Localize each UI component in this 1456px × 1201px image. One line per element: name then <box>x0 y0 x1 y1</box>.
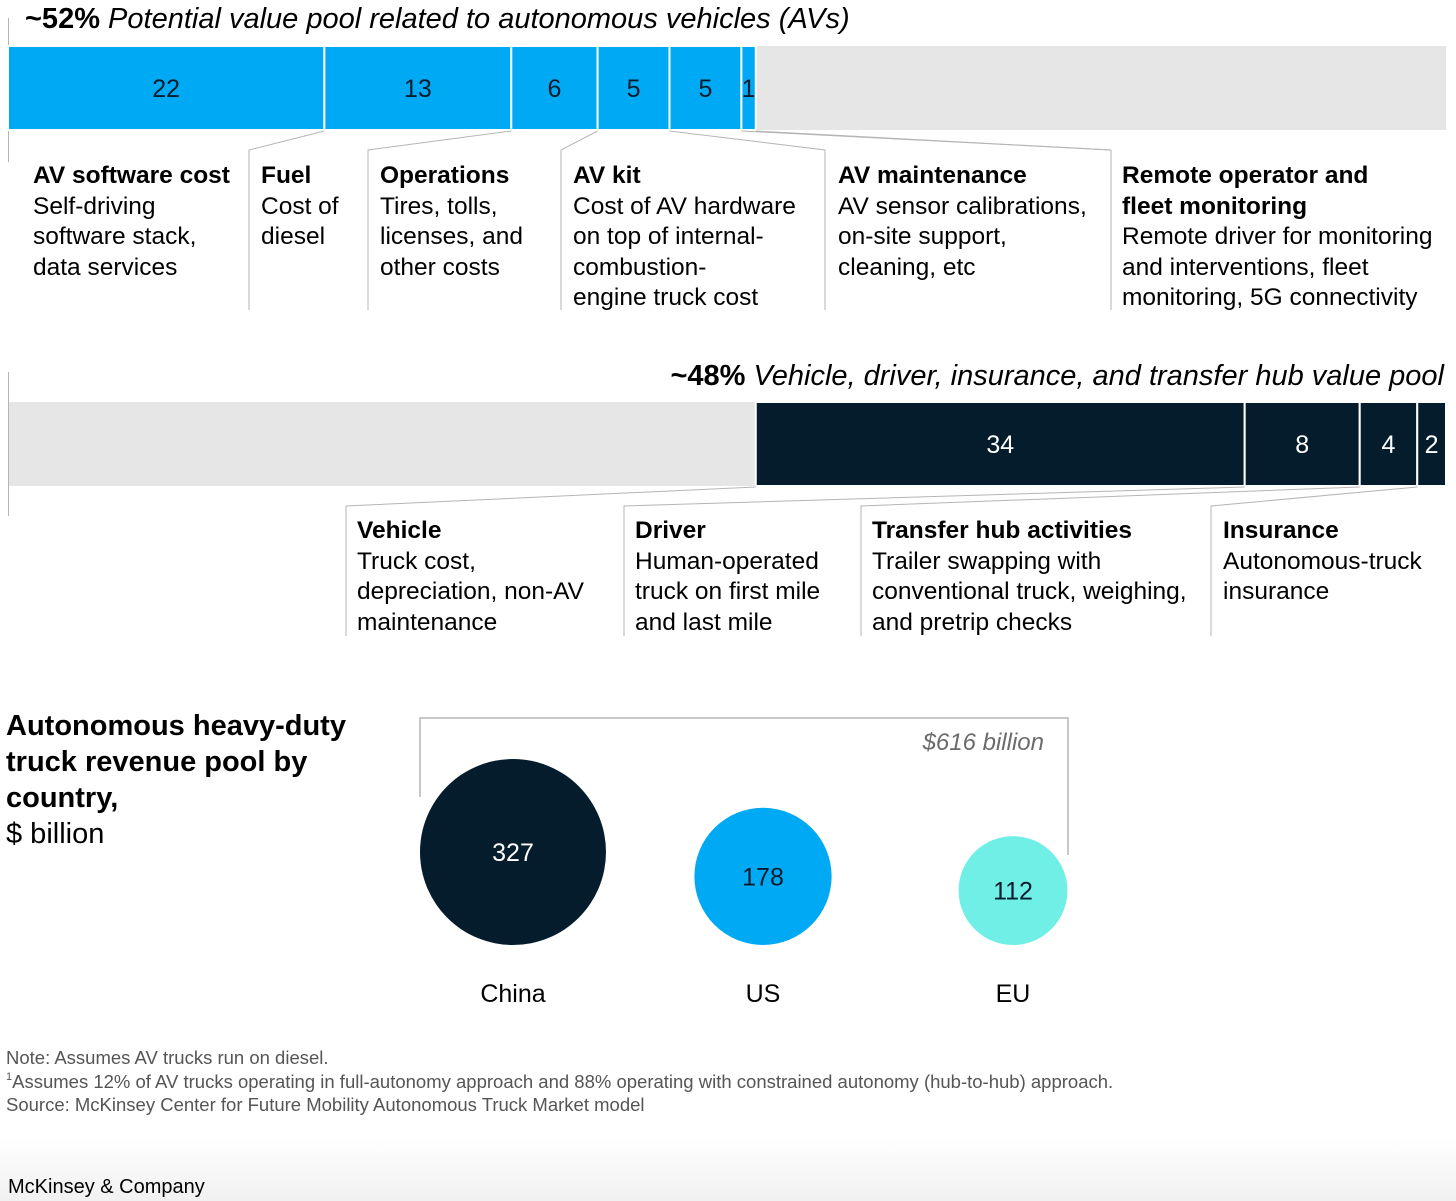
country-chart-title: Autonomous heavy-duty truck revenue pool… <box>6 708 346 852</box>
top-bar-data-label: 13 <box>404 75 432 103</box>
bubble-value-label: 327 <box>492 839 534 867</box>
category-heading: Vehicle <box>357 517 442 544</box>
bottom-bar-data-label: 2 <box>1425 431 1439 459</box>
top-bar-segment-av-maintenance <box>668 45 743 131</box>
top-bar-data-label: 22 <box>152 75 180 103</box>
connector-line <box>560 130 598 310</box>
category-description: Truck cost, depreciation, non-AV mainten… <box>357 547 584 636</box>
connector-line <box>248 130 325 310</box>
category-description: Autonomous-truck insurance <box>1223 547 1422 606</box>
bottom-bar-segment-vehicle <box>754 401 1246 487</box>
country-chart-title-text: Autonomous heavy-duty truck revenue pool… <box>6 710 346 814</box>
source-text: Source: McKinsey Center for Future Mobil… <box>6 1094 645 1115</box>
bubble-category-label: EU <box>996 980 1031 1008</box>
top-bar-segment-fuel <box>323 45 513 131</box>
total-label: $616 billion <box>922 729 1044 756</box>
bubble-value-label: 178 <box>742 863 784 891</box>
note-text: Note: Assumes AV trucks run on diesel. <box>6 1047 329 1068</box>
top-bar-title-text: Potential value pool related to autonomo… <box>108 3 850 35</box>
bubble-category-label: US <box>746 980 781 1008</box>
top-bar-segment-av-software-cost <box>7 45 326 131</box>
category-description: Self-driving software stack, data servic… <box>33 192 197 281</box>
connector-line <box>860 486 1360 636</box>
category-heading: AV kit <box>573 162 641 189</box>
category-heading: AV software cost <box>33 162 230 189</box>
top-bar-data-label: 5 <box>627 75 641 103</box>
top-bar-data-label: 1 <box>742 75 756 103</box>
category-vehicle: Vehicle Truck cost, depreciation, non-AV… <box>357 516 584 638</box>
category-insurance: Insurance Autonomous-truck insurance <box>1223 516 1422 608</box>
bottom-bar-data-label: 4 <box>1382 431 1396 459</box>
bubble-eu <box>958 836 1068 945</box>
category-heading: Transfer hub activities <box>872 517 1133 544</box>
category-av-maintenance: AV maintenance AV sensor calibrations, o… <box>838 161 1087 283</box>
brand-logo-text: McKinsey & Company <box>8 1176 205 1198</box>
bubble-value-label: 112 <box>993 878 1033 906</box>
bubble-us <box>694 807 832 945</box>
category-description: Human-operated truck on first mile and l… <box>635 547 821 636</box>
category-description: Cost of AV hardware on top of internal- … <box>573 192 796 312</box>
bottom-bar-segment-insurance <box>1416 401 1447 487</box>
footer-background <box>0 1135 1456 1201</box>
category-fuel: Fuel Cost of diesel <box>261 161 339 253</box>
category-av-kit: AV kit Cost of AV hardware on top of int… <box>573 161 796 314</box>
category-heading: Remote operator and fleet monitoring <box>1122 162 1369 220</box>
top-bar-segment-av-kit <box>596 45 671 131</box>
country-chart-unit: $ billion <box>6 818 105 850</box>
category-operations: Operations Tires, tolls, licenses, and o… <box>380 161 523 283</box>
category-description: Trailer swapping with conventional truck… <box>872 547 1187 636</box>
bottom-bar-segment-transfer-hub-activities <box>1358 401 1419 487</box>
category-heading: AV maintenance <box>838 162 1027 189</box>
top-bar-title-percent: ~52% <box>25 3 100 35</box>
bottom-bar-title: ~48% Vehicle, driver, insurance, and tra… <box>670 362 1444 391</box>
connector-line <box>755 130 1112 310</box>
category-remote-operator: Remote operator and fleet monitoring Rem… <box>1122 161 1432 314</box>
category-description: Tires, tolls, licenses, and other costs <box>380 192 524 281</box>
category-heading: Driver <box>635 517 706 544</box>
category-description: Remote driver for monitoring and interve… <box>1122 223 1433 312</box>
top-bar-data-label: 6 <box>547 75 561 103</box>
bottom-bar-data-label: 8 <box>1295 431 1309 459</box>
footnote-line: 1Assumes 12% of AV trucks operating in f… <box>6 1070 1113 1094</box>
connector-line <box>669 130 826 310</box>
bubble-category-label: China <box>480 980 545 1008</box>
category-description: AV sensor calibrations, on-site support,… <box>838 192 1087 281</box>
bottom-bar-title-text: Vehicle, driver, insurance, and transfer… <box>753 360 1444 392</box>
category-transfer-hub: Transfer hub activities Trailer swapping… <box>872 516 1187 638</box>
category-av-software-cost: AV software cost Self-driving software s… <box>33 161 230 283</box>
connector-line <box>623 486 1245 636</box>
top-bar-title: ~52% Potential value pool related to aut… <box>25 5 850 34</box>
bubble-china <box>420 759 606 945</box>
category-heading: Operations <box>380 162 510 189</box>
total-bracket <box>419 717 1069 855</box>
connector-line <box>367 130 512 310</box>
top-bar-data-label: 5 <box>698 75 712 103</box>
category-driver: Driver Human-operated truck on first mil… <box>635 516 820 638</box>
top-bar-segment-remote-operator-and-fleet-monitoring <box>740 45 757 131</box>
footnote-text: Assumes 12% of AV trucks operating in fu… <box>12 1070 1114 1092</box>
top-bar-segment-operations <box>510 45 599 131</box>
bottom-bar-title-percent: ~48% <box>670 360 746 392</box>
category-heading: Fuel <box>261 162 312 189</box>
connector-line <box>345 486 756 636</box>
category-description: Cost of diesel <box>261 192 339 251</box>
footnote-marker: 1 <box>6 1070 13 1083</box>
footnotes: Note: Assumes AV trucks run on diesel. 1… <box>6 1046 1113 1117</box>
category-heading: Insurance <box>1223 517 1339 544</box>
bottom-bar-data-label: 34 <box>986 431 1014 459</box>
connector-line <box>1210 486 1418 636</box>
